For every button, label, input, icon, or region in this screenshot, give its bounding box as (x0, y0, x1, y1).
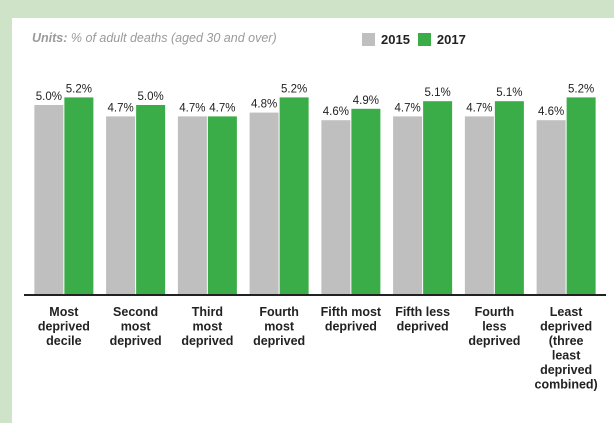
data-label-2015-7: 4.6% (538, 106, 564, 118)
bar-2017-5 (423, 101, 453, 295)
data-label-2015-3: 4.8% (251, 99, 277, 111)
bar-2017-7 (566, 97, 596, 296)
units-text: % of adult deaths (aged 30 and over) (70, 31, 277, 45)
bar-2015-7 (536, 120, 566, 295)
category-label-2: Third most deprived (181, 305, 233, 348)
data-label-2015-4: 4.6% (323, 106, 349, 118)
chart-panel: Units: % of adult deaths (aged 30 and ov… (12, 18, 614, 423)
data-label-2017-5: 5.1% (425, 87, 451, 99)
data-label-2017-3: 5.2% (281, 83, 307, 95)
category-label-1: Second most deprived (110, 305, 162, 348)
data-label-2017-6: 5.1% (496, 87, 522, 99)
legend-item-2017: 2017 (417, 32, 466, 47)
legend-swatch-2015 (362, 33, 375, 46)
legend-label-2017: 2017 (436, 32, 466, 47)
data-label-2015-0: 5.0% (36, 91, 62, 103)
bar-2017-2 (207, 116, 237, 296)
data-label-2015-1: 4.7% (108, 102, 134, 114)
bar-2015-2 (177, 116, 207, 296)
category-label-6: Fourth less deprived (468, 305, 520, 348)
data-label-2017-0: 5.2% (66, 83, 92, 95)
category-label-4: Fifth most deprived (321, 305, 382, 334)
bar-2015-3 (249, 112, 279, 295)
bar-2015-6 (464, 116, 494, 296)
legend-label-2015: 2015 (381, 32, 410, 47)
bar-2015-0 (34, 105, 64, 295)
category-label-3: Fourth most deprived (253, 305, 305, 348)
data-label-2017-4: 4.9% (353, 95, 379, 107)
bar-2017-3 (279, 97, 309, 296)
data-label-2017-1: 5.0% (138, 91, 164, 103)
legend-swatch-2017 (417, 33, 431, 46)
bar-chart: 5.0% 5.2% Most deprived decile 4.7% 5.0% Second… (24, 83, 606, 392)
data-label-2017-2: 4.7% (209, 102, 235, 114)
bar-2015-4 (321, 120, 351, 295)
bar-2015-5 (393, 116, 423, 296)
category-label-7: Least deprived (three least deprived combined… (535, 305, 598, 392)
category-label-0: Most deprived decile (38, 305, 90, 348)
category-label-5: Fifth less deprived (395, 305, 450, 334)
units-note: Units: % of adult deaths (aged 30 and ov… (32, 31, 277, 45)
bar-2017-0 (64, 97, 94, 296)
data-label-2015-6: 4.7% (466, 102, 492, 114)
units-key: Units: (32, 31, 68, 45)
data-label-2015-2: 4.7% (179, 102, 205, 114)
bar-2015-1 (106, 116, 136, 296)
bar-2017-1 (136, 105, 166, 295)
data-label-2015-5: 4.7% (395, 102, 421, 114)
data-label-2017-7: 5.2% (568, 83, 594, 95)
bar-2017-4 (351, 108, 381, 295)
legend: 2015 2017 (362, 32, 466, 47)
bar-2017-6 (494, 101, 524, 295)
legend-item-2015: 2015 (362, 32, 410, 47)
